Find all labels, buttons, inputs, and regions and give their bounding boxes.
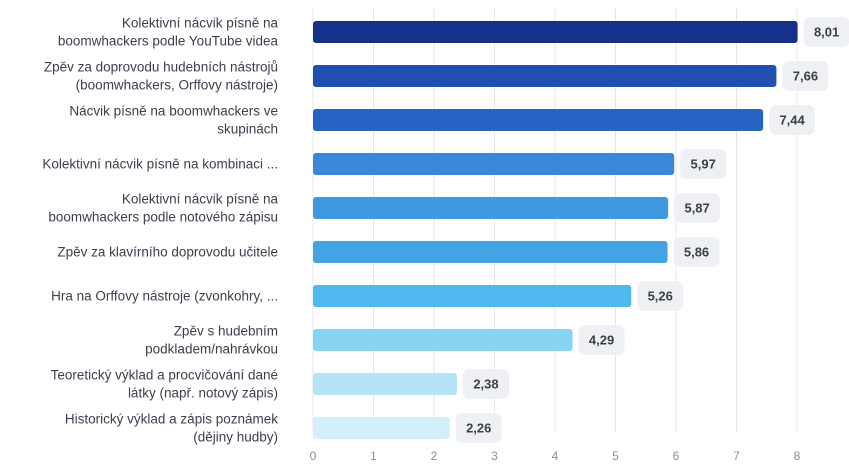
value-badge <box>578 325 625 355</box>
bar <box>313 109 764 131</box>
bar <box>313 241 668 263</box>
data-label: 8,01 <box>814 25 839 40</box>
bar <box>313 21 798 43</box>
category-label: skupinách <box>217 122 278 137</box>
bar <box>313 197 669 219</box>
x-tick-label: 0 <box>310 449 317 463</box>
category-label: látky (např. notový zápis) <box>128 386 278 401</box>
category-label: Nácvik písně na boomwhackers ve <box>69 104 278 119</box>
category-label: (boomwhackers, Orffovy nástroje) <box>76 78 278 93</box>
value-badge <box>680 149 727 179</box>
data-label: 5,87 <box>684 201 709 216</box>
data-label: 5,86 <box>684 245 709 260</box>
value-badge <box>637 281 684 311</box>
value-badge <box>782 61 829 91</box>
category-label: Zpěv s hudebním <box>174 324 278 339</box>
category-label: boomwhackers podle notového zápisu <box>48 210 278 225</box>
category-label: Kolektivní nácvik písně na <box>122 16 279 31</box>
value-badge <box>455 413 502 443</box>
category-label: Historický výklad a zápis poznámek <box>65 412 278 427</box>
bar <box>313 329 573 351</box>
category-label: Kolektivní nácvik písně na kombinaci ... <box>42 157 278 172</box>
bar <box>313 65 777 87</box>
category-label: (dějiny hudby) <box>193 430 278 445</box>
value-badge <box>803 17 849 47</box>
value-badge <box>674 193 721 223</box>
category-label: boomwhackers podle YouTube videa <box>58 34 279 49</box>
x-tick-label: 7 <box>733 449 740 463</box>
bar <box>313 373 457 395</box>
data-label: 2,38 <box>473 377 498 392</box>
x-tick-label: 5 <box>612 449 619 463</box>
data-label: 5,97 <box>691 157 716 172</box>
bar <box>313 153 675 175</box>
category-label: Teoretický výklad a procvičování dané <box>51 368 278 383</box>
category-label: Zpěv za doprovodu hudebních nástrojů <box>44 60 278 75</box>
bar <box>313 285 632 307</box>
x-tick-label: 2 <box>431 449 438 463</box>
category-label: podkladem/nahrávkou <box>145 342 278 357</box>
x-tick-label: 6 <box>673 449 680 463</box>
category-label: Zpěv za klavírního doprovodu učitele <box>57 245 278 260</box>
data-label: 7,66 <box>793 69 818 84</box>
data-label: 2,26 <box>466 421 491 436</box>
x-tick-label: 8 <box>794 449 801 463</box>
category-label: Hra na Orffovy nástroje (zvonkohry, ... <box>51 289 278 304</box>
x-tick-label: 3 <box>491 449 498 463</box>
category-label: Kolektivní nácvik písně na <box>122 192 279 207</box>
value-badge <box>769 105 816 135</box>
data-label: 7,44 <box>779 113 805 128</box>
bar <box>313 417 450 439</box>
data-label: 4,29 <box>589 333 614 348</box>
data-label: 5,26 <box>648 289 673 304</box>
value-badge <box>462 369 509 399</box>
x-tick-label: 1 <box>370 449 377 463</box>
x-tick-label: 4 <box>552 449 559 463</box>
value-badge <box>673 237 720 267</box>
